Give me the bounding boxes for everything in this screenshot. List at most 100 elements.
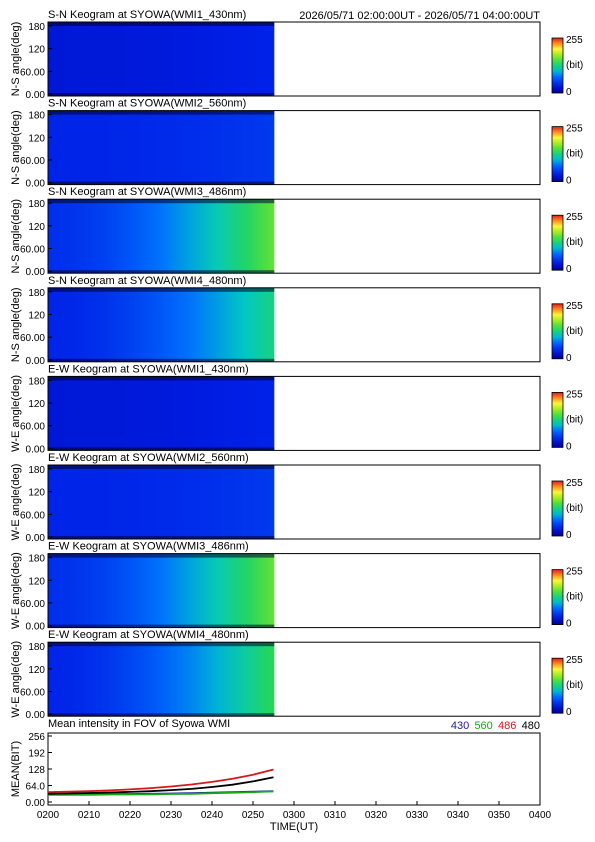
- keogram-image: [48, 642, 275, 717]
- x-tick-label: 0340: [447, 810, 470, 821]
- line-chart-frame: [47, 732, 541, 806]
- colorbar: [551, 391, 564, 448]
- keogram-image: [48, 110, 275, 185]
- panel-frame: [47, 464, 541, 540]
- y-axis-label: N-S angle(deg): [10, 199, 22, 274]
- legend-entry: 560: [474, 720, 492, 732]
- x-tick-label: 0200: [37, 810, 60, 821]
- y-tick-label: 180: [28, 376, 45, 387]
- line-chart-title: Mean intensity in FOV of Syowa WMI: [48, 718, 230, 730]
- colorbar-min-label: 0: [566, 441, 572, 452]
- x-tick-label: 0230: [160, 810, 183, 821]
- x-tick-label: 0400: [529, 810, 552, 821]
- keogram-edge-band: [48, 93, 275, 96]
- legend-entry: 486: [498, 720, 516, 732]
- y-tick-label: 180: [28, 22, 45, 33]
- y-axis-label: W-E angle(deg): [10, 641, 22, 718]
- y-tick-label: 60.00: [20, 245, 45, 256]
- keogram-edge-band: [48, 287, 275, 292]
- keogram-panel: S-N Keogram at SYOWA(WMI3_486nm)180 120 60…: [10, 186, 583, 278]
- panel-frame: [47, 21, 541, 97]
- x-tick-label: 0350: [488, 810, 511, 821]
- keogram-edge-band: [48, 181, 275, 185]
- y-tick-label: 60.00: [20, 599, 45, 610]
- colorbar: [551, 126, 564, 182]
- y-tick-label: 192: [28, 749, 45, 760]
- colorbar-min-label: 0: [566, 176, 572, 187]
- keogram-panel: S-N Keogram at SYOWA(WMI2_560nm)180 120 60…: [10, 98, 583, 190]
- x-tick-label: 0320: [365, 810, 388, 821]
- keogram-edge-band: [48, 110, 275, 115]
- colorbar: [551, 657, 564, 714]
- y-tick-label: 60.00: [20, 688, 45, 699]
- keogram-edge-band: [48, 358, 275, 362]
- panel-title: S-N Keogram at SYOWA(WMI1_430nm): [48, 9, 246, 21]
- y-tick-label: 0.00: [26, 179, 46, 190]
- colorbar-max-label: 255: [566, 212, 583, 223]
- panel-title: E-W Keogram at SYOWA(WMI1_430nm): [48, 363, 249, 375]
- colorbar: [551, 480, 564, 537]
- y-tick-label: 128: [28, 765, 45, 776]
- colorbar-unit-label: (bit): [566, 237, 583, 248]
- panel-title: E-W Keogram at SYOWA(WMI4_480nm): [48, 629, 249, 641]
- keogram-panel: S-N Keogram at SYOWA(WMI4_480nm)180 120 60…: [10, 275, 583, 367]
- keogram-image: [48, 376, 275, 451]
- x-tick-label: 0330: [406, 810, 429, 821]
- x-tick-label: 0300: [283, 810, 306, 821]
- colorbar-min-label: 0: [566, 87, 572, 98]
- colorbar-unit-label: (bit): [566, 680, 583, 691]
- colorbar-min-label: 0: [566, 353, 572, 364]
- y-tick-label: 180: [28, 642, 45, 653]
- y-tick-label: 256: [28, 732, 45, 743]
- panel-title: E-W Keogram at SYOWA(WMI3_486nm): [48, 541, 249, 553]
- y-tick-label: 60.00: [20, 510, 45, 521]
- y-axis-label: W-E angle(deg): [10, 552, 22, 629]
- y-axis-label: N-S angle(deg): [10, 288, 22, 363]
- panel-frame: [47, 287, 541, 363]
- x-tick-label: 0250: [242, 810, 265, 821]
- y-tick-label: 120: [28, 399, 45, 410]
- y-tick-label: 0.00: [26, 533, 46, 544]
- y-tick-label: 120: [28, 222, 45, 233]
- y-tick-label: 180: [28, 554, 45, 565]
- x-axis-label: TIME(UT): [270, 821, 318, 833]
- time-range-label: 2026/05/71 02:00:00UT - 2026/05/71 04:00…: [299, 10, 540, 22]
- legend-entry: 430: [451, 720, 469, 732]
- series-line-560: [48, 790, 274, 796]
- panel-frame: [47, 110, 541, 186]
- y-axis-label: MEAN(BIT): [10, 741, 22, 797]
- y-axis-label: W-E angle(deg): [10, 375, 22, 452]
- y-tick-label: 120: [28, 310, 45, 321]
- colorbar-unit-label: (bit): [566, 149, 583, 160]
- y-tick-label: 0.00: [26, 356, 46, 367]
- x-tick-label: 0220: [119, 810, 142, 821]
- colorbar: [551, 214, 564, 271]
- y-tick-label: 120: [28, 133, 45, 144]
- colorbar-max-label: 255: [566, 35, 583, 46]
- panel-title: E-W Keogram at SYOWA(WMI2_560nm): [48, 452, 249, 464]
- keogram-image: [48, 199, 275, 274]
- y-tick-label: 120: [28, 488, 45, 499]
- colorbar-min-label: 0: [566, 530, 572, 541]
- x-tick-label: 0210: [78, 810, 101, 821]
- keogram-image: [48, 465, 275, 539]
- y-tick-label: 0.00: [26, 90, 46, 101]
- colorbar-unit-label: (bit): [566, 414, 583, 425]
- y-tick-label: 120: [28, 665, 45, 676]
- keogram-edge-band: [48, 713, 275, 717]
- panel-frame: [47, 198, 541, 274]
- keogram-panel: S-N Keogram at SYOWA(WMI1_430nm)180 120 60…: [10, 9, 583, 101]
- keogram-panels: 2026/05/71 02:00:00UT - 2026/05/71 04:00…: [10, 9, 583, 721]
- y-tick-label: 0.00: [26, 622, 46, 633]
- colorbar-max-label: 255: [566, 389, 583, 400]
- keogram-edge-band: [48, 624, 275, 628]
- y-tick-label: 120: [28, 576, 45, 587]
- colorbar: [551, 37, 564, 94]
- y-tick-label: 64.0: [26, 782, 46, 793]
- keogram-panel: E-W Keogram at SYOWA(WMI1_430nm)180 120 60…: [10, 363, 583, 455]
- colorbar-max-label: 255: [566, 301, 583, 312]
- y-tick-label: 0.00: [26, 444, 46, 455]
- keogram-image: [48, 553, 275, 628]
- keogram-edge-band: [48, 199, 275, 204]
- y-axis-label: N-S angle(deg): [10, 22, 22, 97]
